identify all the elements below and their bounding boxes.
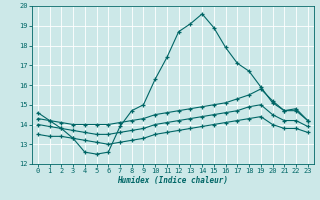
X-axis label: Humidex (Indice chaleur): Humidex (Indice chaleur): [117, 176, 228, 185]
